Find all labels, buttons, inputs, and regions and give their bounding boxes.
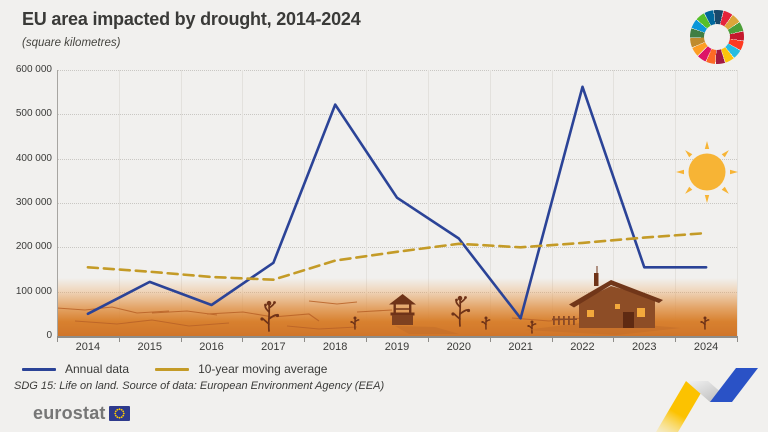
page-subtitle: (square kilometres): [22, 37, 121, 49]
blue-band: [710, 368, 758, 402]
page-title: EU area impacted by drought, 2014-2024: [22, 9, 361, 29]
vertical-gridline: [118, 70, 120, 336]
x-tick-label: 2014: [75, 341, 101, 353]
x-axis-tick: [737, 337, 738, 342]
x-axis-line: [57, 336, 738, 338]
x-axis-tick: [180, 337, 182, 342]
legend-label: 10-year moving average: [198, 362, 328, 376]
sun-icon: [676, 141, 738, 203]
x-tick-label: 2018: [322, 341, 348, 353]
vertical-gridline: [304, 70, 306, 336]
x-tick-label: 2024: [693, 341, 719, 353]
x-tick-label: 2022: [570, 341, 595, 353]
y-axis-line: [57, 70, 58, 336]
y-tick-label: 400 000: [15, 152, 52, 164]
x-tick-label: 2019: [384, 341, 410, 353]
yellow-band: [656, 381, 708, 432]
x-axis-tick: [427, 337, 429, 342]
legend-item-annual: Annual data: [22, 362, 129, 376]
drought-ground-illustration: [57, 266, 710, 335]
vertical-gridline: [737, 70, 738, 336]
y-tick-label: 600 000: [15, 64, 52, 75]
y-tick-label: 0: [46, 330, 52, 341]
well-illustration: [389, 294, 459, 334]
x-axis-tick: [675, 337, 677, 342]
chart-legend: Annual data 10-year moving average: [22, 362, 327, 376]
horizontal-gridline: [57, 158, 737, 160]
plot-area: [57, 70, 738, 336]
vertical-gridline: [427, 70, 429, 336]
horizontal-gridline: [57, 114, 737, 116]
horizontal-gridline: [57, 247, 737, 249]
y-tick-label: 200 000: [15, 241, 52, 253]
source-note: SDG 15: Life on land. Source of data: Eu…: [14, 380, 385, 392]
vertical-gridline: [242, 70, 244, 336]
x-tick-label: 2023: [632, 341, 657, 353]
vertical-gridline: [675, 70, 677, 336]
x-axis-tick: [304, 337, 306, 342]
x-axis-tick: [118, 337, 120, 342]
vertical-gridline: [366, 70, 368, 336]
moving-average-line-swatch: [155, 367, 190, 371]
x-axis-tick: [57, 337, 58, 342]
legend-item-moving-average: 10-year moving average: [155, 362, 327, 376]
x-axis-tick: [551, 337, 553, 342]
moving-average-line: [86, 231, 708, 281]
sdg-wheel-icon: [690, 10, 744, 64]
eurostat-logo: eurostat: [33, 403, 130, 424]
statistics-arrow-decoration: [656, 368, 758, 432]
x-tick-label: 2016: [199, 341, 224, 353]
eu-flag-icon: [108, 406, 130, 421]
x-axis-tick: [366, 337, 368, 342]
legend-label: Annual data: [65, 362, 130, 376]
x-axis-tick: [242, 337, 244, 342]
eurostat-wordmark: eurostat: [33, 403, 106, 423]
farmhouse-illustration: [525, 266, 681, 335]
x-axis-tick: [489, 337, 491, 342]
annual-data-line-swatch: [22, 367, 56, 371]
x-tick-label: 2015: [137, 341, 162, 353]
sdg-wheel-hole: [704, 24, 730, 50]
x-axis-tick: [613, 337, 615, 342]
vertical-gridline: [489, 70, 491, 336]
x-tick-label: 2021: [508, 341, 533, 353]
annual-data-line: [86, 85, 708, 320]
y-tick-label: 100 000: [15, 285, 52, 297]
horizontal-gridline: [57, 70, 737, 71]
x-tick-label: 2020: [446, 341, 472, 353]
y-tick-label: 300 000: [15, 197, 52, 208]
y-tick-label: 500 000: [15, 108, 52, 120]
horizontal-gridline: [57, 203, 737, 204]
vertical-gridline: [180, 70, 182, 336]
chart-lines: [86, 85, 708, 320]
x-tick-label: 2017: [261, 341, 286, 353]
vertical-gridline: [613, 70, 615, 336]
